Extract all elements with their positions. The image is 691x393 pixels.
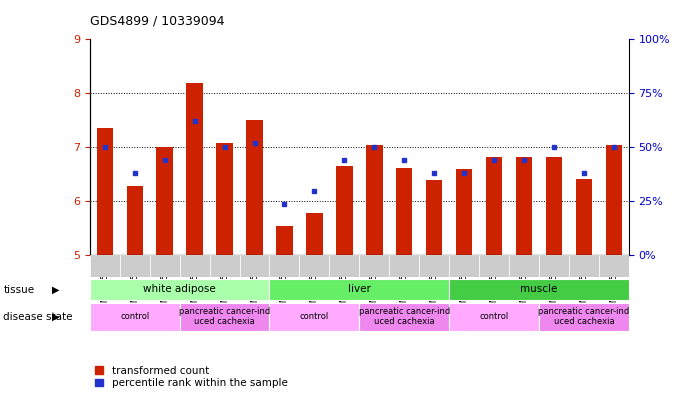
Legend: transformed count, percentile rank within the sample: transformed count, percentile rank withi… bbox=[95, 366, 287, 388]
Bar bbox=[306, 213, 323, 255]
Text: control: control bbox=[120, 312, 149, 321]
Bar bbox=[216, 143, 233, 255]
Text: ▶: ▶ bbox=[52, 285, 59, 295]
Bar bbox=[336, 166, 352, 255]
Text: pancreatic cancer-ind
uced cachexia: pancreatic cancer-ind uced cachexia bbox=[538, 307, 630, 327]
Bar bbox=[569, 255, 599, 277]
Bar bbox=[330, 255, 359, 277]
Bar bbox=[180, 255, 209, 277]
Bar bbox=[479, 255, 509, 277]
Bar bbox=[269, 303, 359, 331]
Bar bbox=[449, 303, 539, 331]
Text: control: control bbox=[300, 312, 329, 321]
Bar bbox=[366, 145, 383, 255]
Bar bbox=[515, 157, 532, 255]
Bar bbox=[150, 255, 180, 277]
Bar bbox=[509, 255, 539, 277]
Bar bbox=[576, 179, 592, 255]
Bar bbox=[449, 255, 479, 277]
Bar bbox=[240, 255, 269, 277]
Bar bbox=[90, 279, 269, 299]
Text: pancreatic cancer-ind
uced cachexia: pancreatic cancer-ind uced cachexia bbox=[359, 307, 450, 327]
Bar bbox=[180, 303, 269, 331]
Bar bbox=[97, 129, 113, 255]
Text: pancreatic cancer-ind
uced cachexia: pancreatic cancer-ind uced cachexia bbox=[179, 307, 270, 327]
Text: control: control bbox=[480, 312, 509, 321]
Bar bbox=[546, 157, 562, 255]
Bar bbox=[126, 186, 143, 255]
Bar bbox=[389, 255, 419, 277]
Bar bbox=[276, 226, 293, 255]
Bar bbox=[209, 255, 240, 277]
Bar bbox=[246, 120, 263, 255]
Bar bbox=[120, 255, 150, 277]
Text: ▶: ▶ bbox=[52, 312, 59, 322]
Bar bbox=[90, 255, 120, 277]
Bar bbox=[486, 157, 502, 255]
Bar bbox=[539, 303, 629, 331]
Bar bbox=[456, 169, 473, 255]
Text: liver: liver bbox=[348, 284, 371, 294]
Text: disease state: disease state bbox=[3, 312, 73, 322]
Bar bbox=[396, 168, 413, 255]
Bar bbox=[359, 255, 389, 277]
Bar bbox=[359, 303, 449, 331]
Bar bbox=[605, 145, 622, 255]
Bar bbox=[599, 255, 629, 277]
Bar bbox=[187, 83, 203, 255]
Bar bbox=[449, 279, 629, 299]
Text: GDS4899 / 10339094: GDS4899 / 10339094 bbox=[90, 15, 225, 28]
Bar bbox=[299, 255, 330, 277]
Bar bbox=[269, 279, 449, 299]
Text: tissue: tissue bbox=[3, 285, 35, 295]
Bar bbox=[419, 255, 449, 277]
Bar bbox=[156, 147, 173, 255]
Text: muscle: muscle bbox=[520, 284, 558, 294]
Bar bbox=[269, 255, 299, 277]
Bar bbox=[426, 180, 442, 255]
Bar bbox=[90, 303, 180, 331]
Bar bbox=[539, 255, 569, 277]
Text: white adipose: white adipose bbox=[143, 284, 216, 294]
